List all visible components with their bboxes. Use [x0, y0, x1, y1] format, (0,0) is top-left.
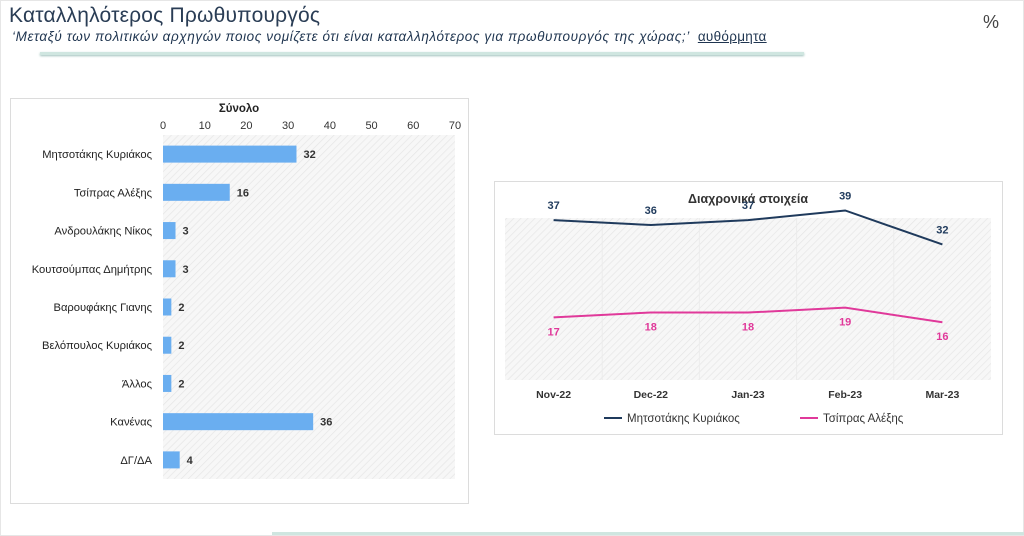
- series-value-label: 37: [742, 200, 754, 212]
- bar: [163, 413, 314, 431]
- category-label: Βαρουφάκης Γιανης: [53, 302, 152, 314]
- x-tick-label: 10: [199, 120, 211, 132]
- series-value-label: 16: [936, 331, 948, 343]
- unit-label: %: [983, 12, 1000, 32]
- category-label: Άλλος: [122, 378, 153, 390]
- series-value-label: 39: [839, 190, 851, 202]
- series-value-label: 18: [742, 322, 754, 334]
- x-category-label: Feb-23: [828, 389, 862, 401]
- bar-value-label: 3: [183, 226, 189, 238]
- bar-value-label: 32: [303, 149, 315, 161]
- line-plot-area: [505, 218, 991, 380]
- series-value-label: 17: [547, 326, 559, 338]
- x-tick-label: 30: [282, 120, 294, 132]
- x-tick-label: 20: [240, 120, 252, 132]
- line-chart: Διαχρονικά στοιχεία Nov-22 Dec-22 Jan-23 Fe…: [494, 181, 1003, 435]
- bar: [163, 374, 172, 392]
- bar-value-label: 16: [237, 187, 249, 199]
- bar: [163, 451, 180, 469]
- legend-label: Τσίπρας Αλέξης: [823, 413, 904, 425]
- bar: [163, 145, 297, 163]
- series-value-label: 36: [645, 205, 657, 217]
- x-tick-label: 50: [365, 120, 377, 132]
- bar-value-label: 2: [178, 302, 184, 314]
- category-label: Μητσοτάκης Κυριάκος: [42, 149, 152, 161]
- x-tick-label: 70: [449, 120, 461, 132]
- bottom-divider: [272, 532, 1024, 535]
- bar-value-label: 3: [183, 264, 189, 276]
- line-chart-title: Διαχρονικά στοιχεία: [688, 192, 808, 206]
- category-label: ΔΓ/ΔΑ: [120, 455, 152, 467]
- category-label: Κουτσούμπας Δημήτρης: [32, 264, 153, 276]
- series-value-label: 18: [645, 322, 657, 334]
- bar: [163, 336, 172, 354]
- x-category-label: Nov-22: [536, 389, 571, 401]
- x-tick-label: 40: [324, 120, 336, 132]
- x-tick-label: 0: [160, 120, 166, 132]
- series-value-label: 37: [547, 200, 559, 212]
- bar-value-label: 4: [187, 455, 194, 467]
- bar: [163, 183, 230, 201]
- bar-value-label: 2: [178, 340, 184, 352]
- title-underline: [40, 52, 804, 55]
- bar-chart: Σύνολο 0 10 20 30 40 50 60 70 Μητσοτάκης Κυριάκο…: [10, 98, 469, 504]
- x-category-label: Jan-23: [731, 389, 764, 401]
- x-tick-label: 60: [407, 120, 419, 132]
- bar-chart-title: Σύνολο: [219, 103, 259, 115]
- bar-value-label: 2: [178, 378, 184, 390]
- category-label: Ανδρουλάκης Νίκος: [54, 226, 152, 238]
- category-label: Βελόπουλος Κυριάκος: [42, 340, 153, 352]
- page-title: Καταλληλότερος Πρωθυπουργός: [9, 4, 321, 27]
- bar: [163, 260, 176, 278]
- category-label: Κανένας: [110, 417, 152, 429]
- series-line: [553, 306, 943, 324]
- series-value-label: 19: [839, 317, 851, 329]
- bar-value-label: 36: [320, 417, 332, 429]
- question-subtitle: ‘Μεταξύ των πολιτικών αρχηγών ποιος νομί…: [12, 29, 767, 44]
- series-value-label: 32: [936, 224, 948, 236]
- bar: [163, 298, 172, 316]
- bar: [163, 222, 176, 240]
- series-line: [553, 209, 943, 246]
- spontaneous-tag: αυθόρμητα: [697, 29, 767, 44]
- legend-label: Μητσοτάκης Κυριάκος: [627, 413, 740, 425]
- x-category-label: Dec-22: [634, 389, 669, 401]
- question-text: ‘Μεταξύ των πολιτικών αρχηγών ποιος νομί…: [12, 29, 690, 44]
- category-label: Τσίπρας Αλέξης: [74, 187, 153, 199]
- x-category-label: Mar-23: [925, 389, 959, 401]
